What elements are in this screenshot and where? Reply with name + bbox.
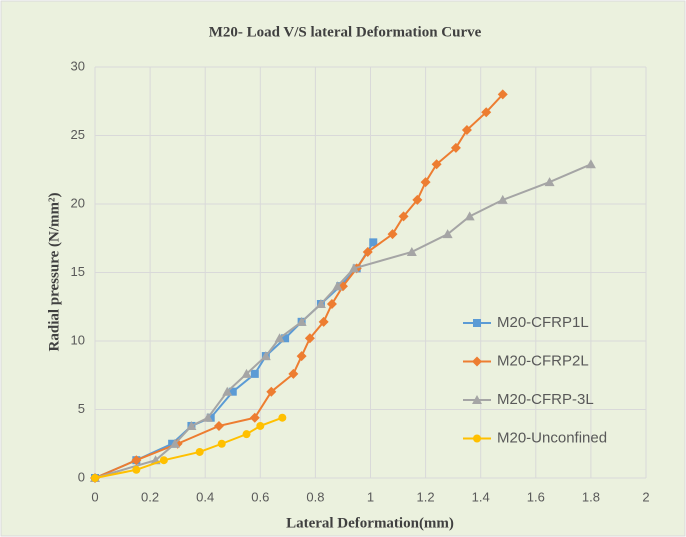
marker (202, 412, 213, 422)
marker (260, 351, 271, 361)
y-tick-label: 20 (71, 195, 85, 210)
marker (250, 369, 259, 378)
marker (473, 319, 481, 327)
marker (431, 159, 442, 170)
marker (228, 387, 237, 396)
marker (464, 211, 475, 221)
y-axis-label: Radial pressure (N/mm²) (46, 193, 62, 352)
marker (318, 316, 329, 327)
marker (169, 438, 180, 448)
marker (242, 430, 251, 439)
x-tick-label: 2 (642, 489, 649, 504)
y-tick-label: 10 (71, 332, 85, 347)
x-tick-label: 0.6 (251, 489, 269, 504)
marker (288, 368, 299, 379)
x-tick-label: 1.6 (527, 489, 545, 504)
x-tick-label: 0 (91, 489, 98, 504)
marker (332, 281, 343, 291)
x-tick-label: 0.2 (141, 489, 159, 504)
marker (274, 333, 285, 343)
marker (450, 142, 461, 153)
marker (497, 89, 508, 100)
marker (473, 434, 481, 443)
marker (315, 299, 326, 309)
marker (420, 177, 431, 188)
x-tick-label: 1.2 (417, 489, 435, 504)
marker (256, 421, 265, 430)
marker (412, 194, 423, 205)
marker (304, 333, 315, 344)
marker (195, 447, 204, 456)
marker (442, 229, 453, 239)
marker (585, 159, 596, 169)
legend-label: M20-CFRP2L (497, 352, 589, 369)
y-tick-label: 15 (71, 264, 85, 279)
y-tick-label: 25 (71, 127, 85, 142)
x-tick-label: 0.8 (306, 489, 324, 504)
marker (398, 211, 409, 222)
marker (249, 412, 260, 423)
marker (472, 395, 482, 404)
legend-label: M20-Unconfined (497, 429, 607, 446)
marker (131, 455, 142, 466)
x-tick-label: 1.4 (472, 489, 490, 504)
chart-title: M20- Load V/S lateral Deformation Curve (209, 24, 482, 40)
marker (406, 246, 417, 256)
marker (186, 420, 197, 430)
marker (461, 125, 472, 136)
marker (159, 456, 168, 465)
marker (278, 413, 287, 422)
y-tick-label: 0 (78, 469, 85, 484)
marker (91, 474, 99, 482)
marker (544, 177, 555, 187)
marker (296, 316, 307, 326)
y-tick-label: 5 (78, 401, 85, 416)
legend-label: M20-CFRP-3L (497, 391, 594, 408)
x-tick-label: 1.8 (582, 489, 600, 504)
x-axis-label: Lateral Deformation(mm) (286, 515, 454, 531)
marker (369, 238, 378, 247)
x-tick-label: 1 (367, 489, 374, 504)
marker (481, 107, 492, 118)
marker (326, 299, 337, 310)
marker (241, 368, 252, 378)
marker (472, 356, 482, 367)
marker (387, 229, 398, 240)
y-tick-label: 30 (71, 58, 85, 73)
marker (217, 439, 226, 448)
marker (362, 246, 373, 257)
x-tick-label: 0.4 (196, 489, 214, 504)
marker (213, 420, 224, 431)
legend-label: M20-CFRP1L (497, 314, 589, 331)
marker (132, 465, 141, 474)
marker (497, 194, 508, 204)
marker (281, 334, 290, 343)
marker (266, 386, 277, 397)
marker (296, 351, 307, 362)
marker (348, 263, 359, 273)
marker (222, 386, 233, 396)
